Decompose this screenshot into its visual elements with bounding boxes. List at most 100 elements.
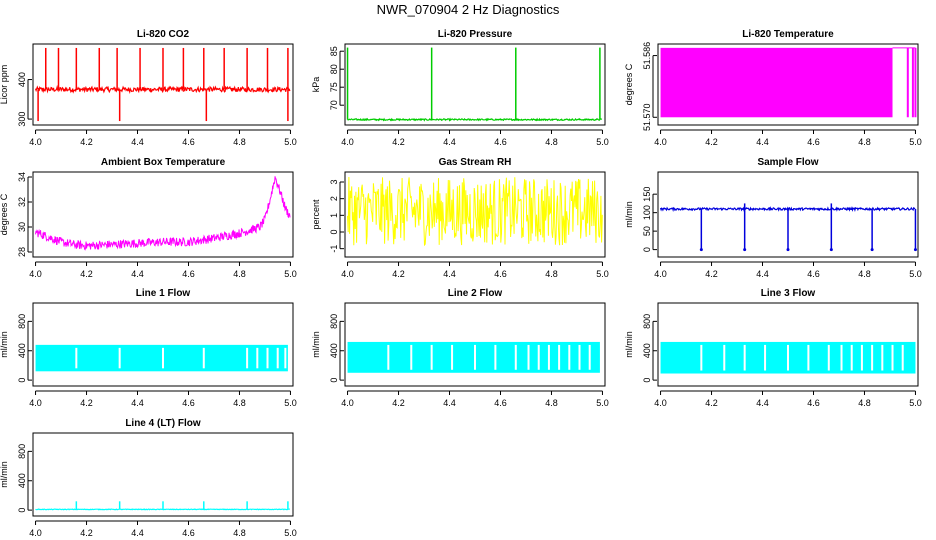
x-tick-label: 4.4 [443, 269, 456, 279]
y-axis-label: Licor ppm [0, 65, 9, 105]
x-tick-label: 4.4 [131, 269, 144, 279]
plot-frame [32, 43, 294, 126]
y-tick-label: 28 [17, 247, 27, 257]
series-gap [256, 347, 259, 369]
x-tick-label: 4.6 [807, 398, 820, 408]
chart-title: Line 4 (LT) Flow [125, 418, 201, 429]
x-tick-label: 5.0 [909, 137, 922, 147]
x-tick-label: 4.4 [756, 137, 769, 147]
x-tick-label: 4.6 [182, 398, 195, 408]
plot-frame [344, 43, 606, 126]
series-gap [162, 347, 164, 369]
x-tick-label: 4.4 [756, 398, 769, 408]
series-gap [266, 347, 269, 369]
series-gap [700, 344, 703, 371]
y-tick-label: 34 [17, 172, 27, 182]
spike-point [743, 248, 747, 252]
x-tick-label: 4.0 [654, 269, 667, 279]
y-tick-label: 1 [329, 213, 339, 218]
y-tick-label: -1 [329, 245, 339, 253]
series-gap [494, 344, 497, 370]
x-tick-label: 4.0 [654, 137, 667, 147]
series-gap [451, 344, 454, 370]
x-tick-label: 5.0 [284, 398, 297, 408]
chart-title: Line 1 Flow [136, 288, 191, 299]
chart-title: Li-820 Pressure [438, 29, 513, 40]
x-tick-label: 4.0 [29, 269, 42, 279]
series-gap [514, 344, 517, 370]
chart-title: Li-820 Temperature [742, 29, 834, 40]
x-tick-label: 4.0 [29, 528, 42, 538]
x-tick-label: 4.4 [131, 528, 144, 538]
series-gap [881, 344, 884, 371]
y-tick-label: 51.570 [642, 104, 652, 132]
series-gap [246, 347, 249, 369]
chart-panel-2: Li-820 Pressure 4.0 4.2 4.4 4.6 4.8 5.0 70 75 80 8… [311, 29, 609, 147]
chart-panel-1: Li-820 CO2 4.0 4.2 4.4 4.6 4.8 5.0 300 400 Licor … [0, 29, 297, 147]
x-tick-label: 4.0 [341, 137, 354, 147]
x-tick-label: 5.0 [284, 269, 297, 279]
plot-frame [32, 432, 294, 517]
series-gap [743, 344, 746, 371]
series-gap [891, 344, 894, 371]
y-tick-label: 85 [329, 46, 339, 56]
plot-frame [657, 302, 919, 387]
x-tick-label: 4.8 [858, 137, 871, 147]
x-tick-label: 4.6 [807, 137, 820, 147]
y-tick-label: 100 [642, 205, 652, 220]
y-axis-label: degrees C [0, 193, 9, 235]
x-tick-label: 5.0 [596, 137, 609, 147]
y-tick-label: 0 [329, 378, 339, 383]
x-tick-label: 4.0 [29, 137, 42, 147]
series-gap [430, 344, 433, 370]
y-tick-label: 0 [17, 378, 27, 383]
y-tick-label: 75 [329, 82, 339, 92]
x-tick-label: 4.6 [807, 269, 820, 279]
x-tick-label: 4.8 [233, 137, 246, 147]
y-tick-label: 30 [17, 222, 27, 232]
x-tick-label: 4.8 [545, 398, 558, 408]
plot-frame [344, 302, 606, 387]
x-tick-label: 5.0 [284, 137, 297, 147]
x-tick-label: 4.8 [545, 137, 558, 147]
chart-title: Line 3 Flow [761, 288, 816, 299]
y-axis-label: ml/min [311, 331, 321, 358]
x-tick-label: 4.8 [233, 398, 246, 408]
y-tick-label: 800 [17, 314, 27, 329]
spike-point [786, 248, 790, 252]
series-gap [723, 344, 726, 371]
spike-point [699, 248, 703, 252]
x-tick-label: 5.0 [596, 269, 609, 279]
series-line [347, 176, 603, 247]
chart-title: Line 2 Flow [448, 288, 503, 299]
spike-point [913, 248, 917, 252]
series-gap [547, 344, 550, 370]
chart-panel-5: Gas Stream RH 4.0 4.2 4.4 4.6 4.8 5.0 -1 0 1 2 3 per… [311, 157, 609, 279]
y-axis-label: ml/min [624, 201, 634, 228]
series-gap [75, 347, 78, 369]
series-gap [474, 344, 476, 370]
series-gap [527, 344, 530, 370]
y-tick-label: 2 [329, 196, 339, 201]
x-tick-label: 4.8 [858, 269, 871, 279]
series-line [347, 117, 603, 122]
series-gap [578, 344, 581, 370]
x-tick-label: 4.4 [443, 137, 456, 147]
y-tick-label: 0 [642, 378, 652, 383]
x-tick-label: 5.0 [909, 398, 922, 408]
x-tick-label: 4.6 [494, 398, 507, 408]
x-tick-label: 4.4 [443, 398, 456, 408]
x-tick-label: 5.0 [909, 269, 922, 279]
x-tick-label: 4.2 [80, 269, 93, 279]
chart-panel-10: Line 4 (LT) Flow 4.0 4.2 4.4 4.6 4.8 5.0 0 400 80… [0, 418, 297, 538]
chart-title: Gas Stream RH [439, 157, 512, 168]
plot-frame [32, 171, 294, 258]
y-tick-label: 0 [642, 247, 652, 252]
x-tick-label: 4.2 [705, 269, 718, 279]
series-band [660, 47, 893, 118]
x-tick-label: 5.0 [596, 398, 609, 408]
series-gap [807, 344, 810, 371]
y-tick-label: 32 [17, 197, 27, 207]
y-tick-label: 0 [17, 508, 27, 513]
y-tick-label: 800 [329, 314, 339, 329]
